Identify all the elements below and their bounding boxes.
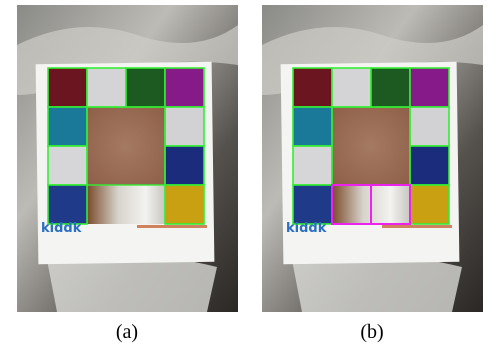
logo-text: kiddk <box>41 221 82 236</box>
color-cell <box>410 185 449 224</box>
logo-text: kiddk <box>286 221 327 236</box>
color-cell <box>87 68 126 107</box>
color-cell <box>165 68 204 107</box>
figure: kiddk (a) kiddk (b) <box>0 0 489 350</box>
photo-panel: kiddk <box>262 5 483 312</box>
center-patch <box>332 107 410 185</box>
color-cell <box>293 185 332 224</box>
color-cell <box>48 107 87 146</box>
glare-patch <box>87 185 165 224</box>
logo-line <box>137 225 207 228</box>
color-cell <box>293 146 332 185</box>
color-cell <box>165 146 204 185</box>
color-cell <box>410 68 449 107</box>
color-cell <box>48 68 87 107</box>
caption: (a) <box>116 321 138 343</box>
color-cell <box>410 146 449 185</box>
color-cell <box>165 185 204 224</box>
color-cell <box>293 107 332 146</box>
color-cell <box>332 68 371 107</box>
photo-panel: kiddk <box>17 5 238 312</box>
color-cell <box>48 146 87 185</box>
center-patch <box>87 107 165 185</box>
color-cell <box>126 68 165 107</box>
logo-line <box>382 225 452 228</box>
color-cell <box>293 68 332 107</box>
color-cell <box>48 185 87 224</box>
color-cell <box>410 107 449 146</box>
color-cell <box>165 107 204 146</box>
caption: (b) <box>360 321 383 343</box>
color-cell <box>371 68 410 107</box>
